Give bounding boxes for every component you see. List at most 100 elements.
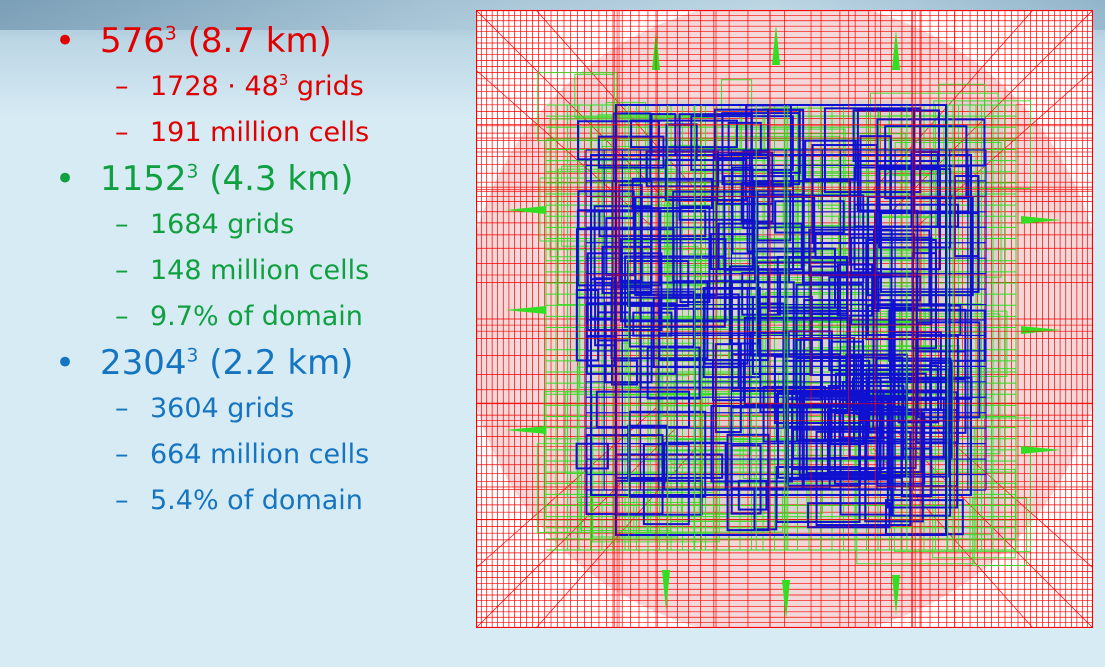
medium-spike bbox=[662, 570, 670, 610]
sub-bullet-dash: – bbox=[115, 255, 129, 286]
sub-bullet-dash: – bbox=[115, 393, 129, 424]
fine-patch bbox=[713, 108, 770, 160]
medium-spike bbox=[506, 206, 546, 214]
medium-patch bbox=[932, 468, 1016, 559]
level-576-grids-exponent: 3 bbox=[278, 71, 289, 89]
fine-patch bbox=[594, 277, 617, 347]
medium-patch bbox=[933, 100, 1031, 189]
medium-spike bbox=[1021, 446, 1061, 454]
fine-level-mesh bbox=[476, 10, 1093, 628]
fine-patch bbox=[631, 177, 714, 210]
level-2304-cells: – 664 million cells bbox=[55, 432, 455, 478]
fine-patch bbox=[805, 403, 881, 475]
level-2304-domain: – 5.4% of domain bbox=[55, 478, 455, 524]
level-2304-domain-text: 5.4% of domain bbox=[150, 485, 363, 516]
fine-patch bbox=[703, 287, 749, 365]
fine-patch bbox=[884, 499, 964, 536]
fine-patch bbox=[852, 109, 940, 163]
medium-spike bbox=[1021, 326, 1061, 334]
fine-patch bbox=[611, 359, 638, 386]
level-2304-grids-text: 3604 grids bbox=[150, 393, 295, 424]
fine-patch bbox=[630, 119, 738, 149]
fine-patch bbox=[717, 222, 803, 271]
fine-patch bbox=[795, 283, 864, 360]
amr-mesh-figure bbox=[476, 10, 1093, 628]
level-576-bullet: • 5763 (8.7 km) bbox=[55, 18, 455, 64]
level-1152-cells: – 148 million cells bbox=[55, 248, 455, 294]
fine-patch bbox=[872, 229, 931, 307]
level-1152-exponent: 3 bbox=[186, 161, 199, 183]
sub-bullet-dash: – bbox=[115, 209, 129, 240]
fine-patch bbox=[897, 368, 940, 424]
fine-patch bbox=[802, 194, 865, 284]
fine-patch bbox=[741, 271, 782, 316]
fine-patch bbox=[586, 252, 663, 331]
medium-spike bbox=[772, 25, 780, 65]
medium-spike bbox=[892, 30, 900, 70]
fine-patch bbox=[575, 228, 675, 299]
medium-spike bbox=[506, 426, 546, 434]
level-1152-domain-text: 9.7% of domain bbox=[150, 301, 363, 332]
bullet-dot: • bbox=[55, 21, 76, 61]
bullet-dot: • bbox=[55, 159, 76, 199]
level-1152-grids: – 1684 grids bbox=[55, 202, 455, 248]
sub-bullet-dash: – bbox=[115, 439, 129, 470]
level-1152-cells-text: 148 million cells bbox=[150, 255, 370, 286]
fine-patch bbox=[858, 409, 917, 470]
level-576-cells: – 191 million cells bbox=[55, 110, 455, 156]
sub-bullet-dash: – bbox=[115, 117, 129, 148]
medium-spike bbox=[892, 575, 900, 615]
level-1152-domain: – 9.7% of domain bbox=[55, 294, 455, 340]
level-1152-resolution: (4.3 km) bbox=[198, 159, 354, 199]
bullet-dot: • bbox=[55, 343, 76, 383]
fine-patch bbox=[731, 166, 754, 255]
level-2304-cells-text: 664 million cells bbox=[150, 439, 370, 470]
fine-patch bbox=[864, 413, 924, 523]
fine-patch bbox=[801, 394, 891, 491]
level-576-grids-suffix: grids bbox=[288, 71, 364, 102]
level-576-resolution: (8.7 km) bbox=[176, 21, 332, 61]
level-576-exponent: 3 bbox=[164, 23, 177, 45]
level-1152-grids-text: 1684 grids bbox=[150, 209, 295, 240]
level-576-grids-text: 1728 · 48 bbox=[150, 71, 279, 102]
fine-patch bbox=[690, 115, 794, 171]
fine-patch bbox=[615, 453, 724, 479]
coarse-diagonal bbox=[872, 10, 1034, 191]
level-2304-exponent: 3 bbox=[186, 345, 199, 367]
domain-boundary bbox=[476, 10, 1093, 628]
level-2304-grids: – 3604 grids bbox=[55, 386, 455, 432]
fine-patch bbox=[737, 479, 768, 511]
coarse-diagonal bbox=[476, 10, 677, 211]
fine-patch bbox=[595, 390, 691, 429]
level-576-cells-text: 191 million cells bbox=[150, 117, 370, 148]
fine-patch bbox=[745, 104, 792, 188]
fine-patch bbox=[795, 338, 823, 401]
coarse-diagonal bbox=[912, 69, 1093, 231]
fine-patch bbox=[650, 113, 677, 156]
fine-patch bbox=[768, 271, 880, 312]
medium-patch bbox=[574, 73, 615, 118]
medium-patch bbox=[972, 497, 1028, 566]
fine-patch bbox=[577, 120, 660, 161]
medium-spike bbox=[1021, 216, 1061, 224]
medium-spike bbox=[506, 306, 546, 314]
level-576-grids: – 1728 · 483 grids bbox=[55, 64, 455, 110]
level-2304-resolution: (2.2 km) bbox=[198, 343, 354, 383]
level-2304-bullet: • 23043 (2.2 km) bbox=[55, 340, 455, 386]
fine-patch bbox=[774, 200, 845, 234]
fine-patch bbox=[804, 139, 857, 181]
level-2304-base: 2304 bbox=[100, 343, 187, 383]
medium-patch bbox=[633, 491, 714, 534]
sub-bullet-dash: – bbox=[115, 301, 129, 332]
fine-patch bbox=[658, 307, 760, 335]
fine-patch bbox=[836, 263, 874, 317]
sub-bullet-dash: – bbox=[115, 485, 129, 516]
fine-patch bbox=[627, 424, 668, 481]
medium-patch bbox=[646, 487, 784, 533]
coarse-diagonal bbox=[476, 69, 657, 231]
fine-patch bbox=[853, 203, 960, 228]
level-1152-bullet: • 11523 (4.3 km) bbox=[55, 156, 455, 202]
level-1152-base: 1152 bbox=[100, 159, 187, 199]
fine-patch bbox=[830, 340, 864, 446]
amr-mesh-svg bbox=[476, 10, 1093, 628]
